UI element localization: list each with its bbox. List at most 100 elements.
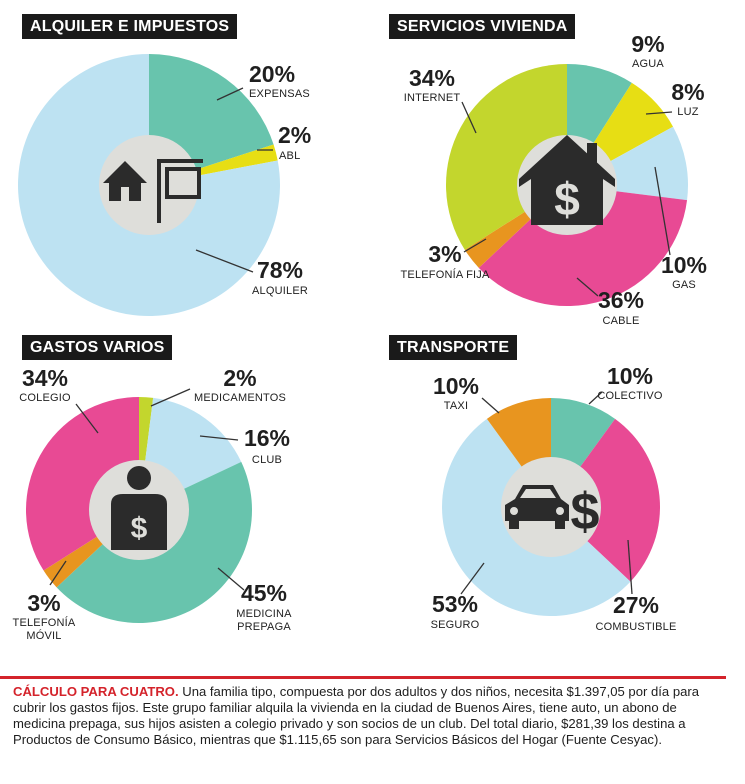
panel-title-alquiler: ALQUILER E IMPUESTOS	[22, 14, 238, 39]
slice-percent-label: 2%	[278, 122, 311, 148]
leader-line	[627, 539, 633, 595]
slice-category-label: COLEGIO	[19, 392, 71, 404]
dollar-sign: $	[554, 173, 580, 225]
slice-category-label: LUZ	[677, 106, 698, 118]
slice-category-label: MEDICINA PREPAGA	[236, 608, 292, 633]
leader-line	[150, 388, 191, 407]
slice-category-label-line: MÓVIL	[26, 629, 61, 642]
leader-line	[461, 101, 477, 134]
slice-percent-label: 27%	[613, 592, 659, 618]
leader-line	[576, 277, 599, 297]
house-shape	[103, 161, 147, 201]
footer-text-block: CÁLCULO PARA CUATRO. Una familia tipo, c…	[13, 684, 728, 748]
person-dollar-icon: $	[111, 466, 167, 550]
slice-percent-label: 3%	[27, 590, 60, 616]
slice-category-label-line: COLECTIVO	[597, 390, 663, 402]
person-body	[111, 494, 167, 550]
leader-line	[216, 87, 244, 101]
slice-percent-label: 45%	[241, 580, 287, 606]
leader-line	[481, 397, 500, 414]
slice-percent-label: 10%	[661, 252, 707, 278]
leader-line	[645, 111, 673, 115]
slice-category-label-line: SEGURO	[431, 619, 480, 631]
car-headlight-right	[556, 507, 564, 515]
car-wheel-left	[509, 521, 519, 529]
infographic-canvas: 20%EXPENSAS 2% ABL 78% ALQUILER $9%AGUA 8%LUZ 1…	[13, 31, 708, 642]
slice-category-label-line: COLEGIO	[19, 392, 71, 404]
sign-post	[157, 159, 161, 223]
slice-category-label-line: PREPAGA	[237, 621, 291, 633]
car-dollar-icon: $	[505, 483, 600, 541]
slice-percent-label: 20%	[249, 61, 295, 87]
slice-category-label: GAS	[672, 279, 696, 291]
slice-category-label: SEGURO	[431, 619, 480, 631]
slice-percent-label: 9%	[631, 31, 664, 57]
slice-category-label: COMBUSTIBLE	[595, 621, 676, 633]
slice-category-label: EXPENSAS	[249, 88, 310, 100]
leader-line	[195, 249, 254, 273]
slice-category-label: TAXI	[444, 400, 468, 412]
footer-lead: CÁLCULO PARA CUATRO.	[13, 684, 179, 699]
dollar-sign: $	[571, 483, 600, 541]
leader-line	[588, 391, 603, 405]
slice-category-label-line: TAXI	[444, 400, 468, 412]
slice-category-label: INTERNET	[404, 92, 461, 104]
chimney	[587, 143, 597, 163]
slice-category-label: COLECTIVO	[597, 390, 663, 402]
house-door	[121, 187, 129, 201]
pie-chart-1: 20%EXPENSAS 2% ABL 78% ALQUILER	[18, 54, 311, 316]
slice-category-label-line: MEDICINA	[236, 608, 292, 620]
slice-category-label-line: MEDICAMENTOS	[194, 392, 286, 404]
dollar-sign: $	[131, 512, 148, 545]
slice-category-label: ABL	[279, 150, 300, 162]
pie-slice	[551, 418, 661, 582]
slice-category-label-line: AGUA	[632, 58, 664, 70]
leader-line	[75, 403, 99, 434]
slice-percent-label: 34%	[22, 365, 68, 391]
slice-category-label-line: COMBUSTIBLE	[595, 621, 676, 633]
slice-category-label-line: TELEFONÍA	[13, 616, 76, 629]
panel-title-gastos: GASTOS VARIOS	[22, 335, 173, 360]
leader-line	[654, 166, 671, 256]
person-head	[127, 466, 151, 490]
panel-title-transporte: TRANSPORTE	[389, 335, 518, 360]
slice-percent-label: 34%	[409, 65, 455, 91]
slice-percent-label: 10%	[607, 363, 653, 389]
slice-percent-label: 78%	[257, 257, 303, 283]
pie-slice	[478, 185, 688, 307]
slice-percent-label: 53%	[432, 591, 478, 617]
footer-body: Una familia tipo, compuesta por dos adul…	[13, 684, 700, 747]
sign-arm	[157, 159, 203, 163]
slice-category-label-line: INTERNET	[404, 92, 461, 104]
slice-percent-label: 10%	[433, 373, 479, 399]
leader-line	[199, 435, 239, 441]
slice-category-label-line: LUZ	[677, 106, 698, 118]
sign-board	[165, 167, 201, 199]
slice-category-label: AGUA	[632, 58, 664, 70]
slice-category-label-line: ABL	[279, 150, 300, 162]
leader-line	[49, 560, 67, 586]
slice-category-label-line: CABLE	[602, 315, 639, 327]
footer-divider	[0, 676, 726, 679]
car-wheel-right	[555, 521, 565, 529]
car-headlight-left	[510, 507, 518, 515]
slice-percent-label: 2%	[223, 365, 256, 391]
slice-category-label: TELEFONÍA FIJA	[401, 268, 490, 281]
slice-category-label-line: ALQUILER	[252, 285, 308, 297]
leader-line	[217, 567, 245, 591]
panel-title-servicios: SERVICIOS VIVIENDA	[389, 14, 576, 39]
slice-category-label: TELEFONÍA MÓVIL	[13, 616, 76, 642]
pie-chart-2: $9%AGUA 8%LUZ 10%GAS 36% CABLE 3%TELEFONÍA FI…	[401, 31, 708, 327]
slice-category-label-line: CLUB	[252, 454, 282, 466]
slice-percent-label: 36%	[598, 287, 644, 313]
house-sign-icon	[103, 159, 203, 223]
slice-category-label-line: GAS	[672, 279, 696, 291]
slice-category-label: MEDICAMENTOS	[194, 392, 286, 404]
pie-chart-4: $10%COLECTIVO27%COMBUSTIBLE53%SEGURO10%T…	[431, 363, 677, 633]
house-dollar-icon: $	[519, 135, 615, 225]
leader-line	[460, 562, 485, 595]
slice-category-label-line: EXPENSAS	[249, 88, 310, 100]
car-windshield	[520, 489, 556, 498]
slice-category-label: CLUB	[252, 454, 282, 466]
